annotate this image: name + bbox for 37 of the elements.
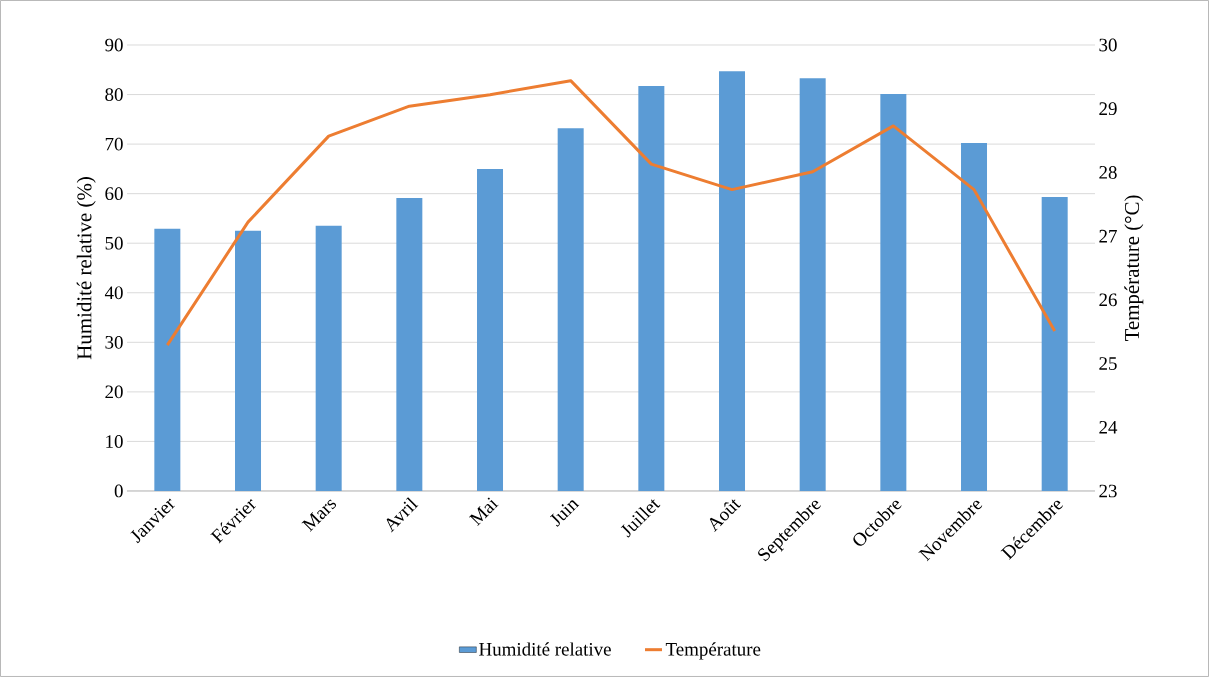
y-tick-label: 0 bbox=[114, 484, 123, 498]
y2-tick-label: 25 bbox=[1099, 357, 1117, 370]
y2-tick-label: 30 bbox=[1099, 38, 1117, 52]
y2-tick-label: 26 bbox=[1099, 293, 1117, 307]
y2-tick-label: 28 bbox=[1099, 166, 1117, 179]
bar bbox=[235, 230, 262, 491]
bar bbox=[719, 71, 746, 491]
legend-label: Température bbox=[665, 642, 761, 660]
y-tick-label: 20 bbox=[105, 385, 123, 399]
y2-axis-title: Température (°C) bbox=[1124, 195, 1144, 342]
y-axis-title: Humidité relative (%) bbox=[76, 177, 96, 360]
y-tick-label: 40 bbox=[104, 286, 123, 300]
bar bbox=[1041, 197, 1068, 491]
bar bbox=[154, 228, 181, 491]
bar bbox=[557, 128, 584, 491]
bar bbox=[315, 225, 342, 491]
bar bbox=[638, 86, 665, 491]
x-tick-label: Mai bbox=[468, 497, 499, 526]
x-tick-label: Juin bbox=[550, 500, 580, 527]
y-tick-label: 50 bbox=[105, 236, 123, 250]
line-series bbox=[165, 79, 1057, 347]
y-tick-label: 30 bbox=[105, 335, 123, 349]
bar bbox=[477, 168, 504, 491]
y2-tick-label: 27 bbox=[1099, 229, 1117, 243]
y-tick-label: 70 bbox=[105, 137, 123, 151]
y-tick-label: 60 bbox=[105, 187, 123, 201]
y-tick-label: 10 bbox=[106, 435, 123, 448]
bar bbox=[961, 143, 988, 491]
bar bbox=[396, 198, 423, 491]
bar bbox=[799, 78, 826, 491]
y2-tick-label: 23 bbox=[1099, 484, 1117, 498]
y2-tick-label: 24 bbox=[1099, 421, 1118, 434]
legend-label: Humidité relative bbox=[479, 642, 611, 656]
y-tick-label: 80 bbox=[105, 88, 123, 101]
y-tick-label: 90 bbox=[105, 38, 123, 52]
y2-tick-label: 29 bbox=[1099, 102, 1117, 116]
bar bbox=[880, 94, 907, 491]
